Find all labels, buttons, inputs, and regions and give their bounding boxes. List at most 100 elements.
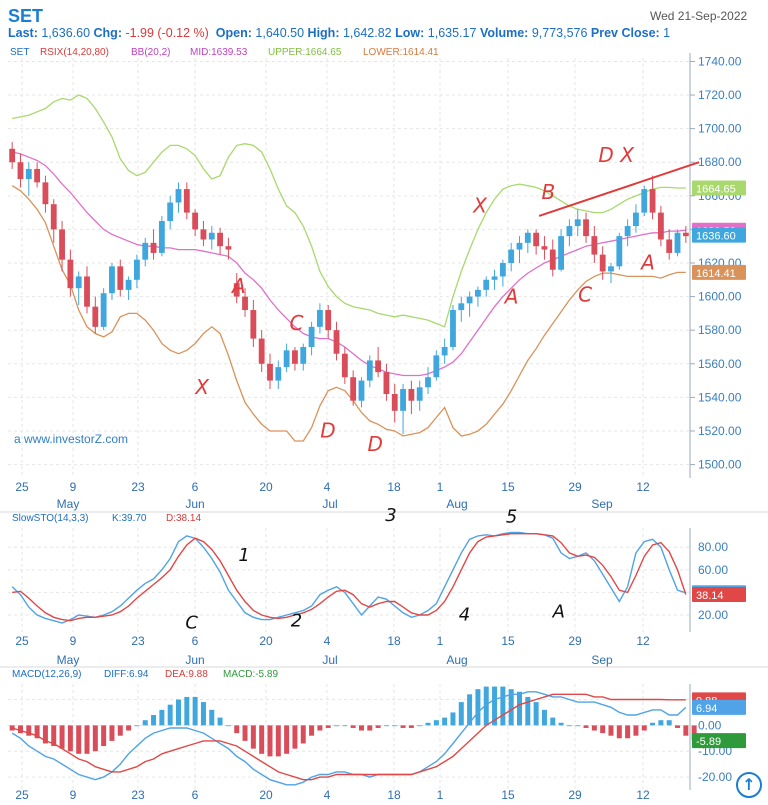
- sto-month-label: Jul: [322, 653, 337, 667]
- candle-down: [192, 212, 199, 230]
- legend-lower: LOWER:1614.41: [363, 47, 439, 58]
- annotation-c: C: [578, 283, 592, 307]
- candle-up: [134, 259, 140, 280]
- macd-tag: -5.89: [696, 736, 721, 748]
- candle-down: [292, 350, 298, 364]
- candle-down: [92, 306, 99, 327]
- candle-up: [574, 219, 581, 227]
- legend-set: SET: [10, 47, 30, 58]
- macd-bar-down: [358, 725, 364, 731]
- annotation-d: D: [320, 419, 335, 443]
- sto-date-label: 20: [259, 634, 273, 648]
- candle-down: [84, 276, 90, 307]
- candle-up: [100, 293, 107, 327]
- candle-up: [483, 279, 490, 290]
- stochastic-panel: 80.0060.0040.0020.00259236204181152912Ma…: [0, 505, 768, 667]
- macd-date-label: 25: [15, 788, 29, 802]
- macd-bar-up: [342, 725, 348, 727]
- macd-bar-up: [566, 725, 572, 727]
- candle-down: [34, 168, 41, 183]
- macd-bar-down: [641, 725, 647, 731]
- sto-k-label: K:39.70: [112, 513, 147, 524]
- candle-down: [549, 249, 556, 270]
- candle-up: [25, 168, 32, 180]
- candle-up: [208, 232, 215, 240]
- macd-date-label: 23: [131, 788, 145, 802]
- price-date-label: 15: [501, 480, 515, 494]
- macd-tag-bg: [692, 733, 746, 749]
- candle-down: [599, 254, 606, 272]
- price-date-label: 4: [324, 480, 331, 494]
- macd-bar-up: [483, 686, 489, 726]
- macd-bar-up: [508, 689, 514, 726]
- candle-down: [533, 232, 540, 247]
- candle-up: [566, 226, 573, 237]
- candle-up: [175, 189, 182, 203]
- sto-annotation-a: A: [552, 601, 565, 622]
- candle-down: [42, 182, 49, 205]
- open-label: Open:: [215, 26, 252, 40]
- macd-bar-up: [417, 725, 423, 727]
- price-date-label: 6: [192, 480, 199, 494]
- price-date-label: 25: [15, 480, 29, 494]
- sto-date-label: 29: [568, 634, 582, 648]
- annotation-d: D: [598, 143, 613, 167]
- sto-tick-label: 80.00: [698, 540, 728, 554]
- candle-up: [524, 232, 531, 243]
- candle-down: [225, 246, 232, 250]
- macd-bar-down: [242, 725, 248, 741]
- sto-k-line: [11, 531, 687, 624]
- macd-bar-down: [309, 725, 315, 736]
- candle-up: [641, 189, 648, 213]
- macd-date-label: 1: [437, 788, 444, 802]
- price-tick-label: 1680.00: [698, 155, 742, 169]
- candle-up: [499, 263, 506, 277]
- macd-bar-down: [300, 725, 306, 744]
- candle-down: [325, 310, 332, 331]
- sto-annotation-5: 5: [506, 506, 517, 527]
- candle-down: [250, 310, 257, 339]
- macd-bar-down: [408, 725, 414, 728]
- sto-date-label: 18: [387, 634, 401, 648]
- price-date-label: 23: [131, 480, 145, 494]
- candle-up: [283, 350, 290, 368]
- macd-bar-down: [350, 725, 356, 728]
- macd-bar-up: [533, 702, 539, 726]
- quote-bar: Last: 1,636.60 Chg: -1.99 (-0.12 %) Open…: [8, 26, 670, 40]
- macd-bar-down: [117, 725, 123, 736]
- candle-up: [75, 276, 82, 289]
- band-lower-line: [11, 185, 686, 442]
- low-label: Low:: [395, 26, 425, 40]
- macd-dea-line: [11, 693, 686, 781]
- candle-down: [657, 212, 664, 240]
- candle-down: [350, 377, 357, 401]
- macd-bar-up: [550, 717, 556, 726]
- macd-bar-down: [625, 725, 631, 739]
- price-tick-label: 1500.00: [698, 458, 742, 472]
- annotation-a: A: [639, 251, 655, 275]
- macd-bar-down: [250, 725, 256, 749]
- band-upper-line: [12, 94, 686, 328]
- candle-up: [624, 226, 631, 237]
- sto-date-label: 25: [15, 634, 29, 648]
- macd-bar-up: [517, 691, 522, 726]
- help-arrow-button[interactable]: ↑: [736, 772, 762, 798]
- macd-date-label: 15: [501, 788, 515, 802]
- candle-up: [475, 289, 481, 297]
- candle-up: [558, 236, 564, 270]
- sto-annotation-1: 1: [238, 545, 249, 566]
- macd-tick-label: -20.00: [698, 770, 732, 784]
- candle-up: [275, 367, 282, 381]
- candle-down: [375, 360, 382, 373]
- macd-diff-label: DIFF:6.94: [104, 669, 149, 680]
- macd-diff-line: [11, 691, 687, 786]
- macd-date-label: 4: [324, 788, 331, 802]
- chg-label: Chg:: [93, 26, 122, 40]
- candle-up: [300, 346, 307, 364]
- candle-up: [416, 387, 423, 401]
- candle-up: [142, 242, 149, 260]
- macd-bar-down: [284, 725, 290, 754]
- macd-bar-up: [176, 699, 181, 726]
- sto-month-label: Aug: [446, 653, 467, 667]
